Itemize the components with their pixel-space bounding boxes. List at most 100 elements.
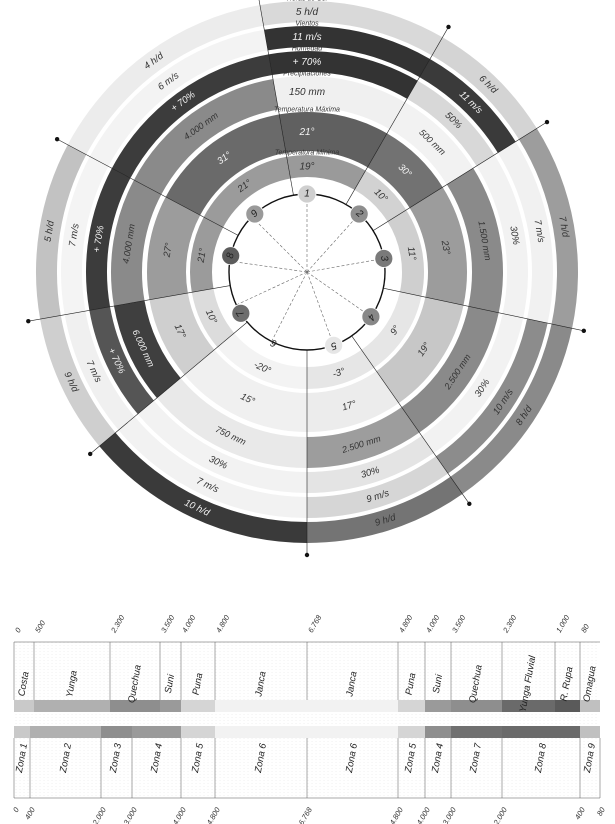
- sector-value-label: 23°: [439, 239, 453, 256]
- ring-segment: [389, 102, 474, 185]
- ring-segment: [133, 78, 279, 195]
- altitude-band-top: [502, 700, 555, 712]
- top-altitude-label: 2.300: [501, 613, 519, 635]
- ring-segment: [156, 378, 307, 468]
- bottom-altitude-label: 4.800: [388, 805, 406, 824]
- altitude-band-bottom: [181, 726, 215, 738]
- ring-segment: [67, 5, 264, 155]
- zone-dashed-line: [306, 258, 384, 273]
- spoke-line: [372, 121, 548, 231]
- top-altitude-label: 0: [13, 625, 23, 634]
- altitude-band-bottom: [502, 726, 580, 738]
- zone-number: 4: [365, 311, 377, 322]
- spoke-dot: [446, 24, 451, 30]
- zone-dashed-line: [306, 213, 360, 273]
- zone-dashed-line: [251, 216, 308, 273]
- sector-value-label: 17°: [341, 399, 358, 414]
- ring-segment: [217, 333, 307, 389]
- top-altitude-label: 1.000: [554, 613, 572, 634]
- ring-segment: [407, 80, 495, 167]
- zone-label: Zona 7: [468, 742, 484, 775]
- spoke-line: [351, 335, 470, 504]
- layer-center-value: 150 mm: [289, 87, 325, 98]
- ring-segment: [268, 50, 418, 99]
- ring-segment: [376, 297, 464, 404]
- altitude-band-bottom: [307, 726, 398, 738]
- ring-segment: [307, 435, 434, 493]
- zone-dashed-line: [236, 271, 308, 306]
- region-label: Quechua: [467, 664, 485, 704]
- zone-number: 9: [249, 208, 261, 220]
- spoke-line: [56, 138, 239, 236]
- zone-dashed-line: [229, 260, 308, 273]
- zone-label: Zona 5: [190, 742, 206, 775]
- ring-segment: [401, 306, 499, 433]
- ring-segment: [367, 133, 443, 208]
- zone-number: 7: [234, 308, 247, 319]
- spoke-line: [90, 321, 248, 455]
- zone-number: 3: [378, 255, 390, 263]
- ring-segment: [421, 313, 524, 454]
- ring-segment: [35, 144, 87, 320]
- layer-name-label: Vientos: [295, 21, 319, 28]
- top-altitude-label: 4.000: [424, 613, 442, 634]
- ring-segment: [111, 179, 162, 307]
- altitude-band-bottom: [580, 726, 600, 738]
- ring-segment: [307, 349, 375, 389]
- zone-marker: [231, 303, 251, 323]
- bottom-altitude-label: 4.800: [205, 805, 223, 824]
- ring-segment: [165, 114, 286, 216]
- spoke-line: [28, 285, 231, 322]
- zone-marker: [245, 204, 265, 224]
- zone-dashed-line: [306, 271, 334, 346]
- sector-value-label: 7 m/s: [531, 219, 546, 244]
- altitude-band-top: [451, 700, 502, 712]
- altitude-band-top: [110, 700, 160, 712]
- ring-segment: [446, 168, 503, 313]
- spoke-dot: [544, 119, 550, 125]
- layer-center-value: 19°: [299, 162, 314, 173]
- region-label: Janca: [344, 671, 359, 699]
- zone-marker: [324, 335, 344, 355]
- spoke-dot: [467, 501, 472, 507]
- zone-label: Zona 8: [533, 742, 549, 775]
- ring-segment: [436, 318, 548, 474]
- ring-segment: [272, 76, 405, 130]
- spoke-line: [383, 287, 584, 332]
- bottom-altitude-label: 400: [573, 805, 587, 821]
- zone-dashed-line: [271, 271, 308, 342]
- layer-name-label: Temperatura Mínima: [275, 150, 339, 157]
- ring-segment: [89, 29, 268, 167]
- sector-value-label: -3°: [331, 366, 346, 380]
- layer-name-label: Horas de Sol: [287, 0, 328, 3]
- layer-center-value: + 70%: [293, 57, 322, 68]
- spoke-dot: [581, 328, 587, 334]
- ring-segment: [149, 293, 215, 375]
- ring-segment: [89, 306, 154, 415]
- zone-label: Zona 4: [430, 742, 446, 774]
- top-altitude-label: 6.768: [306, 613, 324, 634]
- sector-value-label: + 70%: [92, 224, 107, 253]
- sector-value-label: 11°: [405, 246, 418, 262]
- ring-segment: [387, 209, 424, 297]
- zone-label: Zona 4: [149, 742, 165, 774]
- altitude-profile-chart: 0 500 2.300 3.500 4.000 4.800 6.768 4.800 4.000 3…: [11, 613, 607, 824]
- altitude-band-top: [425, 700, 451, 712]
- sector-value-label: 27°: [162, 242, 175, 259]
- sector-value-label: 7 h/d: [556, 215, 571, 238]
- zone-marker: [361, 307, 381, 327]
- altitude-band-bottom: [101, 726, 132, 738]
- zone-dashed-line: [306, 271, 372, 317]
- ring-segment: [264, 26, 430, 78]
- region-label: Suni: [431, 673, 445, 695]
- ring-segment: [286, 155, 366, 190]
- altitude-band-bottom: [425, 726, 451, 738]
- bottom-altitude-label: 6.768: [297, 805, 315, 824]
- ring-segment: [40, 315, 116, 447]
- ring-segment: [432, 37, 537, 140]
- sector-value-label: 5 h/d: [43, 219, 57, 242]
- zone-label: Zona 5: [403, 742, 419, 775]
- zone-label: Zona 6: [253, 742, 269, 775]
